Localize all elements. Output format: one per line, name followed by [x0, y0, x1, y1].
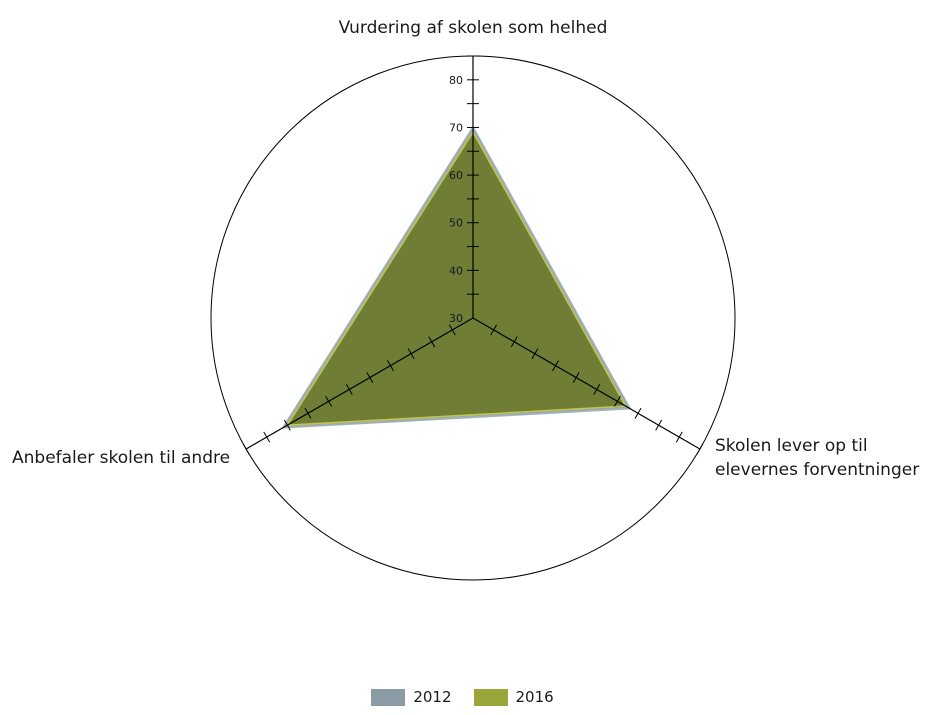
- axis-label-2: Anbefaler skolen til andre: [12, 448, 230, 468]
- tick-label: 80: [449, 74, 463, 87]
- axis-layer: [242, 55, 704, 455]
- axis-1-tick: [675, 431, 683, 443]
- label-layer: 30 40 50 60 70 80 Vurdering af skolen som helh…: [12, 18, 919, 480]
- axis-1-tick: [510, 336, 518, 348]
- axis-line-1: [472, 317, 701, 450]
- axis-2-tick: [283, 419, 291, 431]
- axis-2-tick: [407, 348, 415, 360]
- axis-label-0: Vurdering af skolen som helhed: [339, 18, 608, 38]
- axis-2-tick: [304, 407, 312, 419]
- tick-label: 60: [449, 169, 463, 182]
- axis-1-tick: [552, 360, 559, 372]
- axis-2-tick: [325, 395, 333, 407]
- axis-label-1: Skolen lever op til: [715, 436, 868, 456]
- axis-1-tick: [572, 372, 580, 383]
- axis-2-tick: [387, 360, 394, 372]
- legend-label: 2016: [515, 688, 554, 706]
- axis-1-tick: [490, 324, 498, 336]
- legend-label: 2012: [413, 688, 452, 706]
- axis-label-1: elevernes forventninger: [715, 460, 919, 480]
- axis-line-2: [245, 317, 474, 450]
- axis-1-tick: [593, 384, 601, 395]
- axis-2-tick: [428, 336, 436, 348]
- axis-2-tick: [263, 431, 271, 443]
- axis-1-tick: [531, 348, 539, 360]
- legend-swatch: [371, 688, 406, 706]
- legend: 2012 2016: [0, 688, 925, 706]
- tick-label: 30: [449, 312, 463, 325]
- tick-label: 40: [449, 264, 463, 277]
- tick-label: 70: [449, 121, 463, 134]
- axis-2-tick: [448, 324, 456, 336]
- legend-item-2012: 2012: [371, 688, 452, 706]
- series-2016-area: [285, 130, 627, 427]
- axis-2-tick: [242, 443, 250, 455]
- axis-2-tick: [366, 372, 374, 383]
- legend-swatch: [473, 688, 508, 706]
- axis-1-tick: [613, 395, 621, 407]
- axis-1-tick: [634, 407, 642, 419]
- axis-2-tick: [345, 384, 353, 395]
- legend-item-2016: 2016: [473, 688, 554, 706]
- axis-1-tick: [655, 419, 663, 431]
- axis-1-tick: [696, 443, 704, 455]
- tick-label: 50: [449, 217, 463, 230]
- series-layer: [281, 125, 632, 429]
